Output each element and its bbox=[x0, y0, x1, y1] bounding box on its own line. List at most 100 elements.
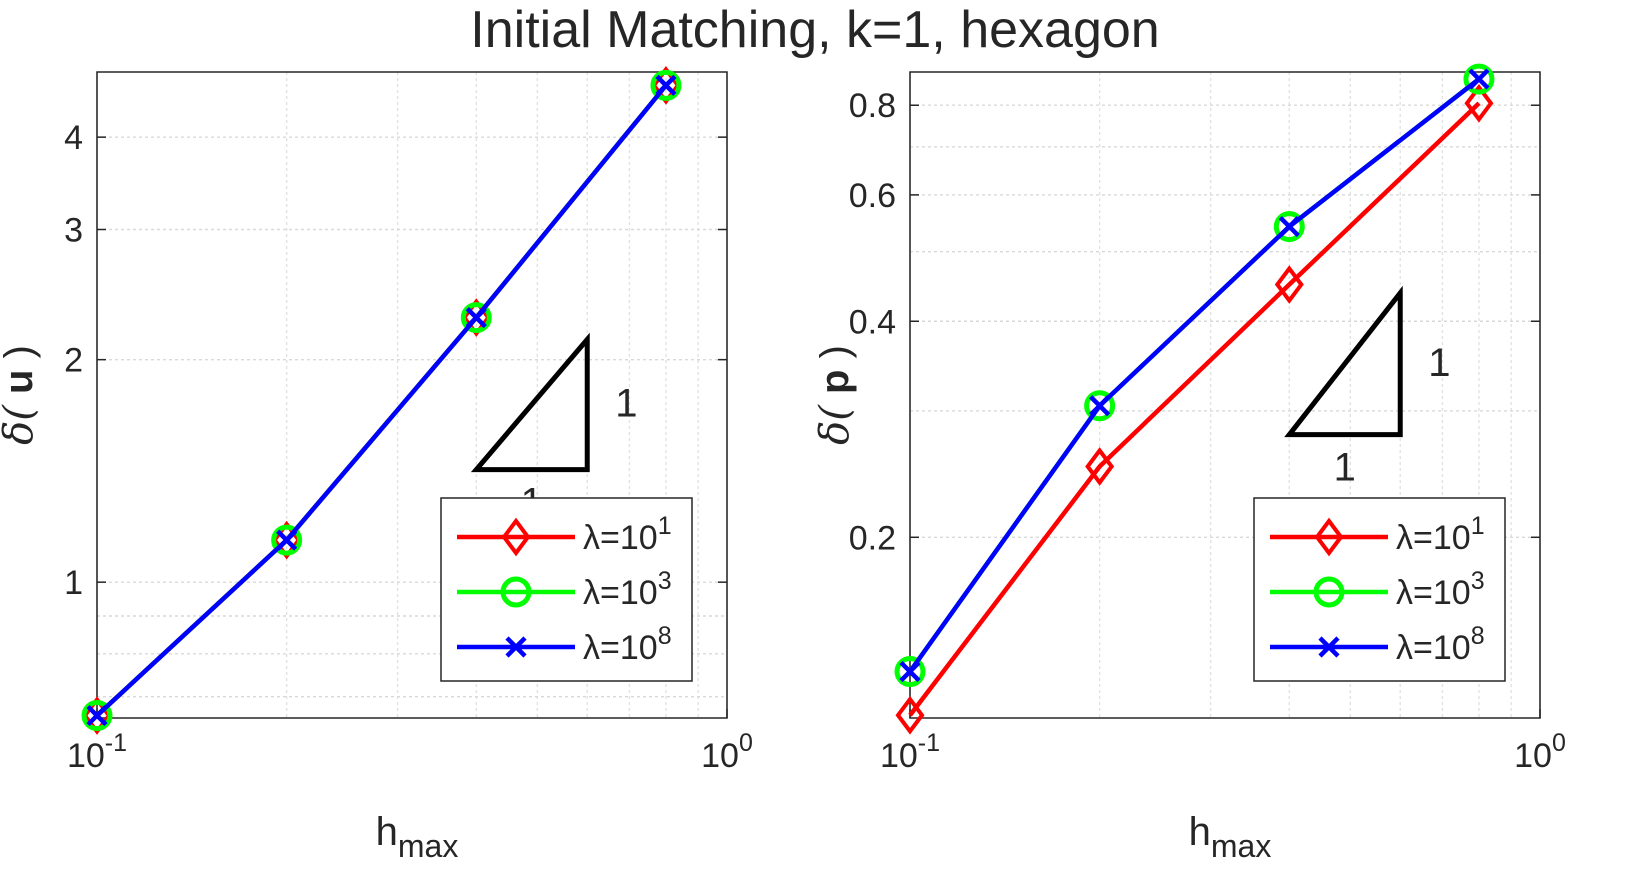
x-tick-label-exponent: -1 bbox=[918, 729, 940, 757]
data-point bbox=[276, 529, 298, 551]
legend-label-text: λ=10 bbox=[583, 574, 658, 612]
data-point bbox=[1274, 265, 1304, 304]
series-line bbox=[908, 77, 1481, 673]
series-line bbox=[95, 83, 668, 718]
y-axis-label-prefix: δ( bbox=[812, 404, 858, 445]
axes-box bbox=[909, 71, 1541, 719]
data-point bbox=[1085, 447, 1115, 486]
legend-label: λ=108 bbox=[583, 622, 672, 667]
legend-label-exponent: 3 bbox=[658, 567, 672, 595]
data-point bbox=[1084, 390, 1116, 422]
x-axis-label-base: h bbox=[376, 810, 398, 854]
data-point bbox=[81, 700, 113, 732]
slope-rise-label: 1 bbox=[615, 382, 637, 426]
y-tick-label: 0.6 bbox=[849, 177, 896, 215]
x-tick-label-base: 10 bbox=[1514, 737, 1552, 775]
x-tick-label: 10-1 bbox=[880, 729, 940, 775]
series-line bbox=[908, 101, 1481, 717]
data-point bbox=[465, 307, 487, 329]
legend-label: λ=108 bbox=[1396, 622, 1485, 667]
y-axis-label-suffix: ) bbox=[813, 345, 857, 358]
y-tick-label: 4 bbox=[64, 119, 83, 157]
slope-triangle bbox=[1284, 285, 1403, 438]
slope-triangle bbox=[470, 332, 590, 473]
legend-label-text: λ=10 bbox=[583, 519, 658, 557]
legend-label: λ=103 bbox=[583, 567, 672, 612]
data-point bbox=[895, 695, 925, 735]
y-axis-label: δ( p ) bbox=[812, 345, 858, 445]
x-tick-label-exponent: -1 bbox=[105, 729, 127, 757]
legend-marker bbox=[500, 576, 532, 608]
y-tick-label: 0.4 bbox=[849, 303, 896, 341]
legend-label-exponent: 3 bbox=[1471, 567, 1485, 595]
legend-label: λ=101 bbox=[583, 512, 672, 557]
series-x bbox=[899, 68, 1490, 683]
legend-label-text: λ=10 bbox=[583, 629, 658, 667]
data-point bbox=[460, 302, 492, 334]
series-diamond bbox=[895, 83, 1494, 735]
legend-label-exponent: 8 bbox=[658, 622, 672, 650]
x-tick-label-base: 10 bbox=[67, 737, 105, 775]
x-axis-label-subscript: max bbox=[1211, 828, 1271, 864]
x-axis-label: hmax bbox=[1189, 810, 1272, 864]
data-point bbox=[1278, 215, 1300, 238]
legend-label-exponent: 1 bbox=[658, 512, 672, 540]
x-tick-label-exponent: 0 bbox=[739, 729, 753, 757]
data-point bbox=[1273, 211, 1305, 243]
y-axis-label-space bbox=[813, 394, 857, 405]
y-axis-label-prefix: δ( bbox=[0, 404, 42, 445]
x-axis-label-base: h bbox=[1189, 810, 1211, 854]
x-tick-label-base: 10 bbox=[701, 737, 739, 775]
axes-box bbox=[96, 71, 728, 719]
y-axis-label-symbol: u bbox=[0, 370, 41, 394]
legend-label-text: λ=10 bbox=[1396, 519, 1471, 557]
legend-marker bbox=[1318, 636, 1340, 658]
y-tick-label: 1 bbox=[64, 564, 83, 602]
series-x bbox=[86, 74, 677, 727]
y-axis-label: δ( u ) bbox=[0, 345, 42, 445]
x-tick-label: 100 bbox=[1514, 729, 1566, 775]
x-axis-label-subscript: max bbox=[398, 828, 458, 864]
slope-rise-label: 1 bbox=[1428, 341, 1450, 385]
y-axis-label-space bbox=[813, 358, 857, 369]
y-axis-label-space bbox=[0, 358, 41, 369]
data-point bbox=[1463, 63, 1495, 95]
data-point bbox=[271, 524, 303, 556]
legend-label-exponent: 1 bbox=[1471, 512, 1485, 540]
y-axis-label-symbol: p bbox=[813, 370, 857, 394]
y-tick-label: 3 bbox=[64, 211, 83, 249]
legend-box bbox=[1253, 497, 1506, 682]
data-point bbox=[1464, 83, 1494, 123]
legend-marker bbox=[1314, 517, 1344, 557]
legend-label: λ=103 bbox=[1396, 567, 1485, 612]
x-tick-label: 100 bbox=[701, 729, 753, 775]
data-point bbox=[899, 660, 921, 683]
legend-label-exponent: 8 bbox=[1471, 622, 1485, 650]
legend-box bbox=[440, 497, 693, 682]
x-tick-label: 10-1 bbox=[67, 729, 127, 775]
legend-label: λ=101 bbox=[1396, 512, 1485, 557]
x-tick-label-base: 10 bbox=[880, 737, 918, 775]
legend-marker bbox=[501, 517, 531, 557]
data-point bbox=[1089, 395, 1111, 417]
y-axis-label-space bbox=[0, 394, 41, 405]
data-point bbox=[650, 69, 682, 101]
x-axis-label: hmax bbox=[376, 810, 459, 864]
y-tick-label: 0.8 bbox=[849, 87, 896, 125]
y-axis-label-suffix: ) bbox=[0, 345, 41, 358]
slope-run-label: 1 bbox=[1334, 446, 1356, 490]
y-tick-label: 2 bbox=[64, 342, 83, 380]
figure-title: Initial Matching, k=1, hexagon bbox=[470, 1, 1159, 59]
legend-label-text: λ=10 bbox=[1396, 629, 1471, 667]
data-point bbox=[894, 656, 926, 688]
y-tick-label: 0.2 bbox=[849, 519, 896, 557]
data-point bbox=[655, 74, 677, 96]
data-point bbox=[1468, 68, 1490, 90]
x-tick-label-exponent: 0 bbox=[1552, 729, 1566, 757]
legend-marker bbox=[505, 636, 527, 658]
